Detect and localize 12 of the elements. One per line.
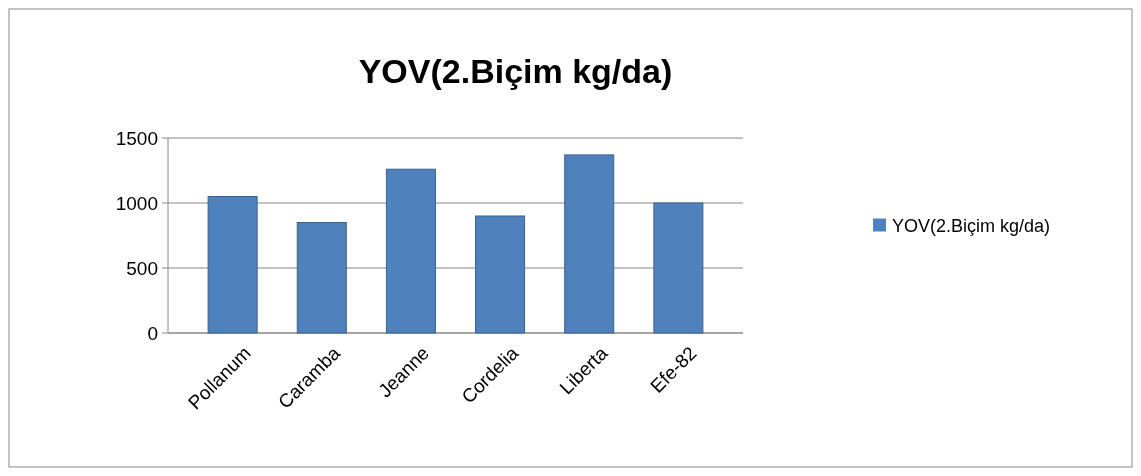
bar — [564, 154, 615, 334]
bar — [207, 196, 258, 334]
y-tick-label: 1000 — [115, 192, 158, 214]
bar — [653, 202, 704, 334]
bar — [385, 168, 436, 334]
y-tick-label: 0 — [147, 322, 158, 344]
legend-label: YOV(2.Biçim kg/da) — [892, 215, 1051, 236]
y-tick-label: 1500 — [115, 127, 158, 149]
chart-title: YOV(2.Biçim kg/da) — [358, 52, 673, 90]
bar — [475, 215, 526, 334]
y-tick-label: 500 — [126, 257, 158, 279]
bar — [296, 222, 347, 334]
